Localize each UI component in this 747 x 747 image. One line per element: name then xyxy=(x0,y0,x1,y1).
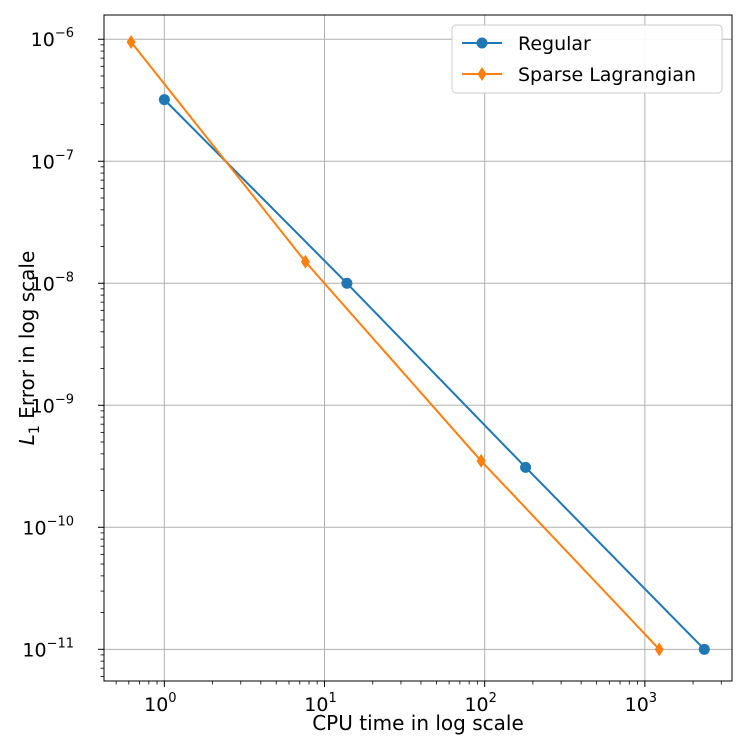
x-tick-label-base: 10 xyxy=(464,694,488,716)
x-axis-label: CPU time in log scale xyxy=(312,711,524,735)
y-tick-label-base: 10 xyxy=(31,29,55,51)
y-tick-label: 10−11 xyxy=(22,636,74,661)
plot-frame xyxy=(103,14,733,682)
y-tick-label-base: 10 xyxy=(31,273,55,295)
y-tick-label-base: 10 xyxy=(22,517,46,539)
y-tick-label: 10−7 xyxy=(31,148,74,173)
data-point-sparse-lagrangian xyxy=(476,453,486,468)
legend: Regular Sparse Lagrangian xyxy=(451,24,723,94)
x-tick-label: 103 xyxy=(625,691,657,716)
x-tick-label: 102 xyxy=(464,691,496,716)
y-axis-label-main: L xyxy=(15,434,39,445)
y-axis-label-rest: Error in log scale xyxy=(15,251,39,425)
data-point-sparse-lagrangian xyxy=(654,642,664,657)
x-tick-label: 101 xyxy=(304,691,336,716)
legend-label-sparse-lagrangian: Sparse Lagrangian xyxy=(518,64,696,86)
x-tick-label-exponent: 3 xyxy=(649,691,657,706)
x-tick-label-base: 10 xyxy=(144,694,168,716)
x-tick-label-exponent: 1 xyxy=(328,691,336,706)
x-tick-label: 100 xyxy=(144,691,176,716)
series-line-sparse-lagrangian xyxy=(130,41,660,651)
x-tick-label-base: 10 xyxy=(304,694,328,716)
y-tick-label-exponent: −7 xyxy=(55,148,74,163)
legend-entry-sparse-lagrangian: Sparse Lagrangian xyxy=(462,64,696,86)
legend-marker-sparse-lagrangian xyxy=(477,67,487,81)
data-point-regular xyxy=(520,461,532,473)
y-tick-label: 10−6 xyxy=(31,26,74,51)
y-tick-label-exponent: −11 xyxy=(47,636,74,651)
y-tick-label-exponent: −10 xyxy=(47,514,74,529)
x-tick-label-exponent: 2 xyxy=(489,691,497,706)
legend-label-regular: Regular xyxy=(518,33,591,55)
y-tick-label-exponent: −9 xyxy=(55,392,74,407)
series-regular xyxy=(158,94,710,655)
series-layer xyxy=(126,34,710,657)
data-point-sparse-lagrangian xyxy=(126,34,136,49)
data-point-regular xyxy=(341,277,353,289)
legend-marker-regular xyxy=(476,37,488,49)
y-tick-label-exponent: −8 xyxy=(55,270,74,285)
y-tick-label: 10−10 xyxy=(22,514,74,539)
legend-box xyxy=(451,24,723,94)
x-tick-labels: 100 101 102 103 xyxy=(144,691,657,716)
tick-marks xyxy=(98,38,722,687)
data-point-regular xyxy=(698,643,710,655)
legend-entry-regular: Regular xyxy=(462,33,591,55)
y-tick-label-exponent: −6 xyxy=(55,26,74,41)
series-line-regular xyxy=(163,98,706,651)
y-axis-label-sub: 1 xyxy=(27,425,43,434)
data-point-sparse-lagrangian xyxy=(300,254,310,269)
data-point-regular xyxy=(158,94,170,106)
y-tick-label-base: 10 xyxy=(31,395,55,417)
y-tick-label: 10−9 xyxy=(31,392,74,417)
y-tick-label: 10−8 xyxy=(31,270,74,295)
y-tick-label-base: 10 xyxy=(31,151,55,173)
grid-lines xyxy=(104,15,732,681)
x-tick-label-exponent: 0 xyxy=(168,691,176,706)
y-tick-label-base: 10 xyxy=(22,639,46,661)
y-axis-label: L1 Error in log scale xyxy=(15,251,43,446)
series-sparse-lagrangian xyxy=(126,34,664,657)
x-tick-label-base: 10 xyxy=(625,694,649,716)
